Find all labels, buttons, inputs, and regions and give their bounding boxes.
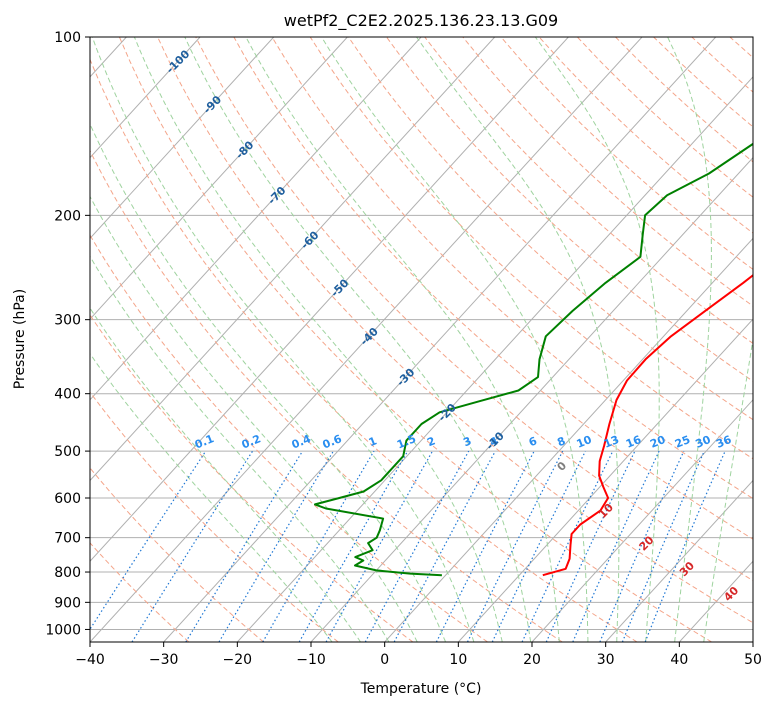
moist-adiabat-line [703,336,753,642]
dry-adiabat-line [271,37,753,500]
y-tick-label: 500 [54,444,81,460]
mixing-ratio-line [364,450,470,642]
dry-adiabat-line [195,37,753,582]
y-tick-label: 700 [54,531,81,547]
x-tick-label: 30 [597,652,615,668]
moist-adiabat-line [534,37,660,642]
isotherm-line [163,37,717,642]
dry-adiabat-line [90,313,414,642]
dry-adiabat-line [386,37,753,382]
mixing-ratio-label: 3 [461,434,473,449]
isotherm-line [236,76,753,642]
dry-adiabat-line [118,37,712,642]
mixing-ratio-line [90,450,207,631]
y-tick-label: 100 [54,30,81,46]
plot-area [90,37,753,642]
mixing-ratio-line [185,450,304,642]
isotherm-line [90,37,643,642]
y-tick-label: 900 [54,595,81,611]
moist-adiabat-line [416,37,620,642]
isotherm-line [605,479,753,642]
mixing-ratio-label: 1 [367,434,379,449]
dry-adiabat-line [157,37,753,624]
mixing-ratio-label: 36 [714,433,733,451]
axes-frame [89,36,754,643]
y-tick-label: 800 [54,565,81,581]
mixing-ratio-line [393,450,496,642]
mixing-ratio-label: 25 [673,433,692,451]
mixing-ratio-label: 2 [425,434,437,449]
mixing-ratio-line [599,450,685,642]
x-tick-label: 0 [380,652,389,668]
isotherm-line [90,37,348,320]
y-tick-label: 200 [54,208,81,224]
dry-adiabat-line [233,37,753,540]
isotherm-line [457,318,753,642]
x-tick-label: −40 [75,652,105,668]
mixing-ratio-line [325,450,434,642]
isotherm-line [90,37,275,240]
isotherm-line [384,237,753,642]
moist-adiabat-line [90,255,390,642]
mixing-ratio-line [466,450,564,642]
x-axis-label: Temperature (°C) [360,681,482,697]
dry-adiabat-line [90,149,563,642]
y-tick-label: 300 [54,313,81,329]
chart-title: wetPf2_C2E2.2025.136.23.13.G09 [284,11,558,31]
mixing-ratio-label: 16 [624,433,643,451]
y-tick-label: 400 [54,387,81,403]
mixing-ratio-line [572,450,660,642]
y-tick-label: 600 [54,491,81,507]
sounding-series [314,142,753,577]
mixing-ratio-label: 8 [555,434,567,449]
x-tick-label: −30 [149,652,179,668]
moist-adiabat-line [133,37,503,642]
x-tick-label: 20 [523,652,541,668]
moist-adiabat-line [667,37,712,642]
temperature-line [542,273,753,577]
x-tick-label: −20 [223,652,253,668]
isotherm-line [531,399,753,642]
mixing-ratio-line [621,450,705,642]
x-tick-label: 40 [670,652,688,668]
moist-adiabat-line [321,37,589,642]
mixing-ratio-label: 30 [693,433,712,451]
x-tick-label: 50 [744,652,762,668]
isotherm-line [90,37,569,563]
mixing-ratio-label: 20 [648,433,667,451]
dry-adiabat-line [90,58,638,642]
mixing-ratio-line [644,450,726,642]
x-tick-label: −10 [296,652,326,668]
mixing-ratio-label: 13 [602,433,621,451]
moist-adiabat-line [184,37,532,642]
background-lines [90,37,753,642]
moist-adiabat-line [91,37,475,642]
y-tick-label: 1000 [45,622,81,638]
dry-adiabat-line [309,37,753,460]
mixing-ratio-label: 10 [575,433,594,451]
x-tick-label: 10 [449,652,467,668]
dry-adiabat-line [424,37,753,344]
moist-adiabat-line [90,307,361,642]
isotherm-line [90,37,496,482]
axis-ticks: −40 −30 −20 −10 0 10 20 30 40 50 100 200 300 400 500 60… [45,30,762,668]
isotherm-line [90,37,422,401]
y-axis-label: Pressure (hPa) [12,289,28,389]
dewpoint-line [314,142,753,577]
isotherm-line [90,37,201,159]
mixing-ratio-line [131,450,254,642]
moist-adiabat-line [245,37,560,642]
moist-adiabat-line [90,123,446,642]
